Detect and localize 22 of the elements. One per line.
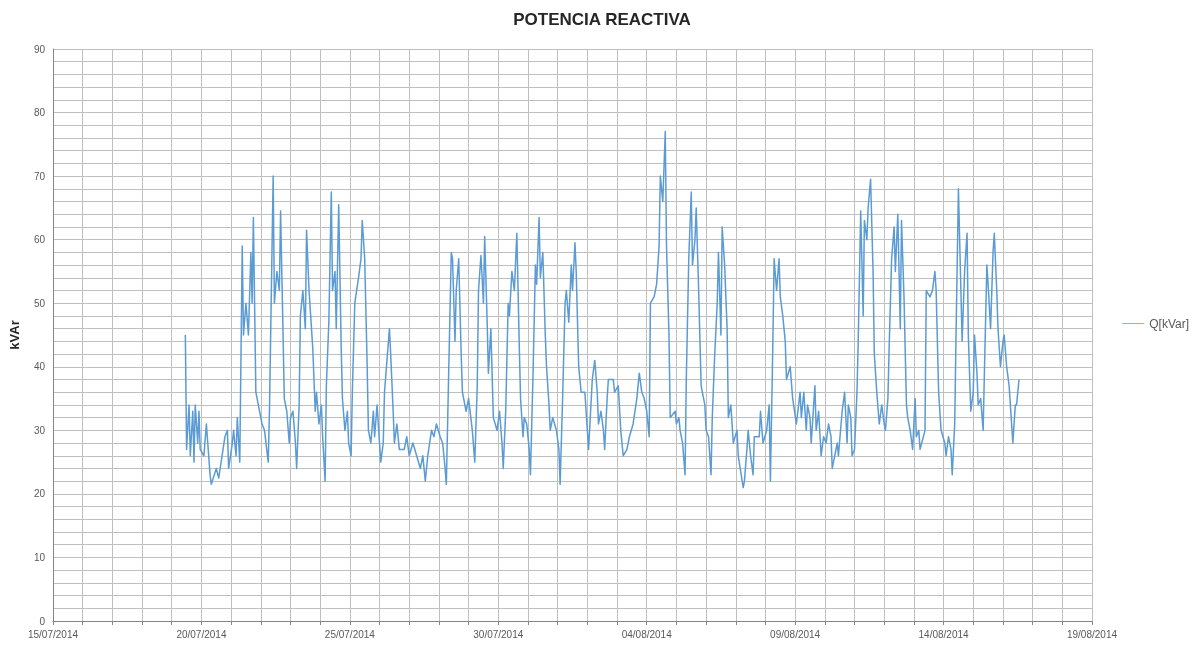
x-tick-label: 19/08/2014 [1066,628,1118,640]
y-tick-label: 70 [33,170,46,182]
x-tick-label: 09/08/2014 [770,628,821,640]
x-tick-label: 25/07/2014 [324,628,376,640]
legend-label: Q[kVar] [1149,316,1190,331]
y-tick-label: 60 [33,234,46,246]
line-series [184,130,1020,489]
chart-title: POTENCIA REACTIVA [513,10,691,29]
x-tick-label: 30/07/2014 [473,628,524,640]
x-tick-label: 04/08/2014 [621,628,673,640]
y-tick-label: 50 [33,297,46,309]
x-tick-label: 20/07/2014 [176,628,227,640]
x-tick-label: 15/07/2014 [27,628,79,640]
y-tick-label: 0 [39,615,46,627]
y-tick-label: 10 [33,551,46,563]
y-tick-label: 30 [33,424,46,436]
y-tick-label: 20 [33,488,46,500]
y-tick-label: 90 [33,43,46,55]
y-axis-title: kVAr [7,320,22,350]
y-tick-label: 40 [33,361,46,373]
x-tick-label: 14/08/2014 [918,628,970,640]
y-tick-label: 80 [33,107,46,119]
